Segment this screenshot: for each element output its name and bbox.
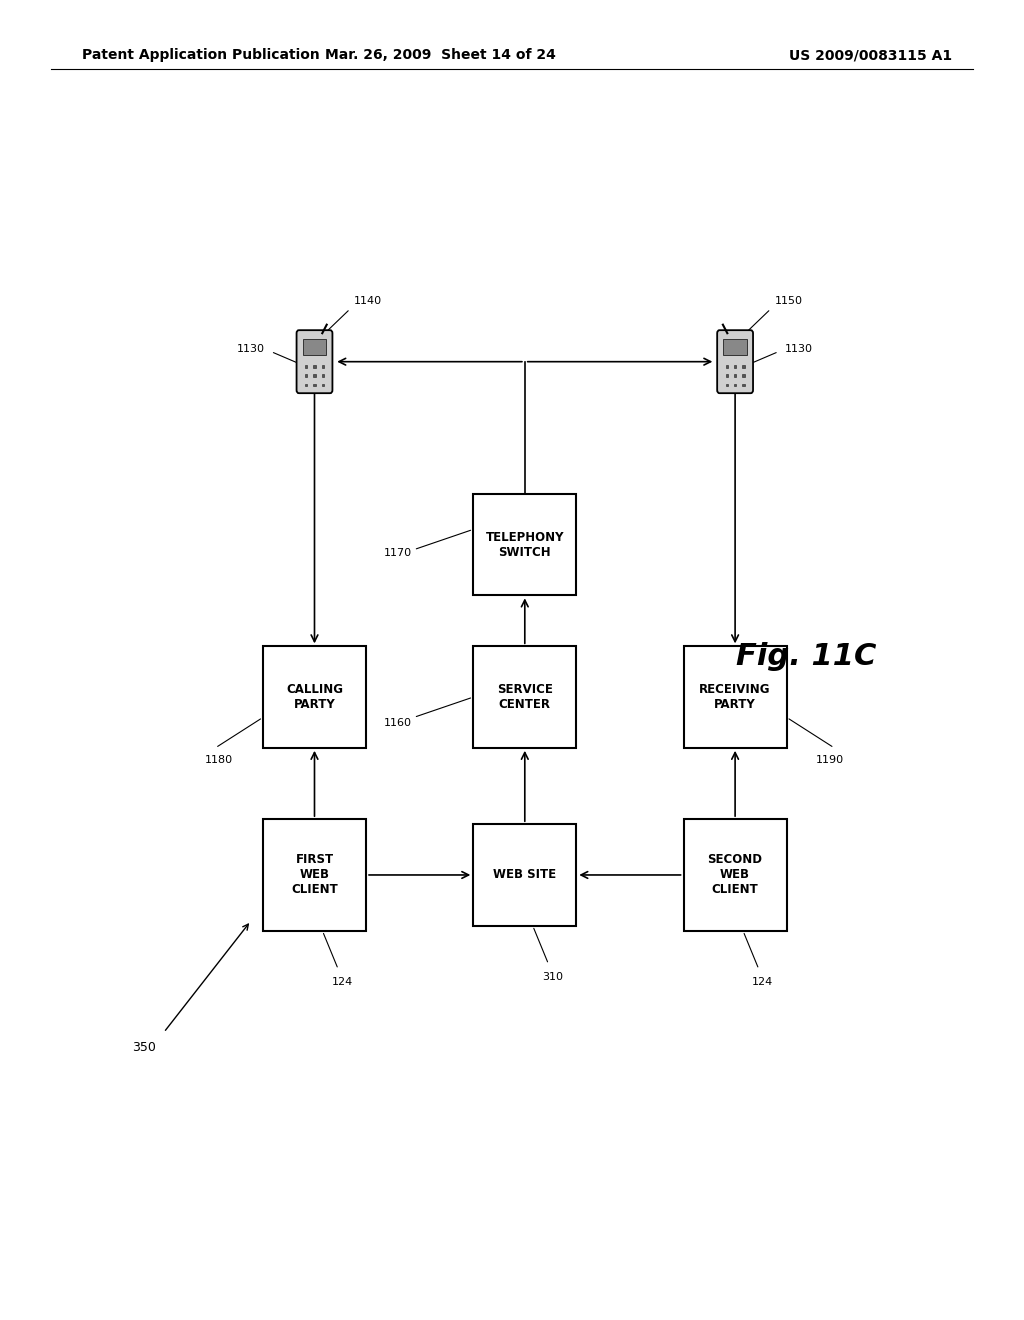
FancyBboxPatch shape bbox=[297, 330, 333, 393]
Bar bbox=[734, 384, 736, 387]
Text: SERVICE
CENTER: SERVICE CENTER bbox=[497, 682, 553, 711]
Bar bbox=[322, 374, 324, 378]
Bar bbox=[726, 364, 728, 368]
Bar bbox=[305, 374, 307, 378]
Text: WEB SITE: WEB SITE bbox=[494, 869, 556, 882]
Text: 1130: 1130 bbox=[237, 345, 265, 355]
Bar bbox=[313, 364, 315, 368]
FancyBboxPatch shape bbox=[473, 824, 577, 925]
Text: RECEIVING
PARTY: RECEIVING PARTY bbox=[699, 682, 771, 711]
Text: 1180: 1180 bbox=[205, 755, 233, 766]
Bar bbox=[305, 364, 307, 368]
Text: 1190: 1190 bbox=[816, 755, 845, 766]
Text: 1160: 1160 bbox=[384, 718, 412, 727]
Bar bbox=[322, 384, 324, 387]
FancyBboxPatch shape bbox=[473, 647, 577, 748]
FancyBboxPatch shape bbox=[723, 339, 746, 355]
Text: Fig. 11C: Fig. 11C bbox=[736, 642, 877, 671]
Text: 1130: 1130 bbox=[784, 345, 813, 355]
FancyBboxPatch shape bbox=[263, 647, 367, 748]
Bar bbox=[742, 364, 744, 368]
Bar bbox=[734, 374, 736, 378]
Bar bbox=[313, 384, 315, 387]
Text: 310: 310 bbox=[542, 972, 563, 982]
Text: 1140: 1140 bbox=[354, 296, 382, 306]
Text: Patent Application Publication: Patent Application Publication bbox=[82, 49, 319, 62]
FancyBboxPatch shape bbox=[717, 330, 753, 393]
Bar bbox=[726, 374, 728, 378]
Text: SECOND
WEB
CLIENT: SECOND WEB CLIENT bbox=[708, 854, 763, 896]
Text: TELEPHONY
SWITCH: TELEPHONY SWITCH bbox=[485, 531, 564, 558]
Text: US 2009/0083115 A1: US 2009/0083115 A1 bbox=[790, 49, 952, 62]
Text: 350: 350 bbox=[132, 1041, 156, 1055]
FancyBboxPatch shape bbox=[684, 818, 786, 931]
Bar bbox=[742, 374, 744, 378]
Text: Mar. 26, 2009  Sheet 14 of 24: Mar. 26, 2009 Sheet 14 of 24 bbox=[325, 49, 556, 62]
FancyBboxPatch shape bbox=[263, 818, 367, 931]
Bar bbox=[726, 384, 728, 387]
Text: FIRST
WEB
CLIENT: FIRST WEB CLIENT bbox=[291, 854, 338, 896]
Text: 1150: 1150 bbox=[775, 296, 803, 306]
Bar bbox=[322, 364, 324, 368]
Bar bbox=[313, 374, 315, 378]
Bar bbox=[742, 384, 744, 387]
Text: CALLING
PARTY: CALLING PARTY bbox=[286, 682, 343, 711]
FancyBboxPatch shape bbox=[303, 339, 327, 355]
Text: 124: 124 bbox=[753, 977, 773, 986]
FancyBboxPatch shape bbox=[684, 647, 786, 748]
Text: 1170: 1170 bbox=[384, 548, 412, 558]
Bar bbox=[305, 384, 307, 387]
Bar bbox=[734, 364, 736, 368]
FancyBboxPatch shape bbox=[473, 494, 577, 595]
Text: 124: 124 bbox=[332, 977, 353, 986]
